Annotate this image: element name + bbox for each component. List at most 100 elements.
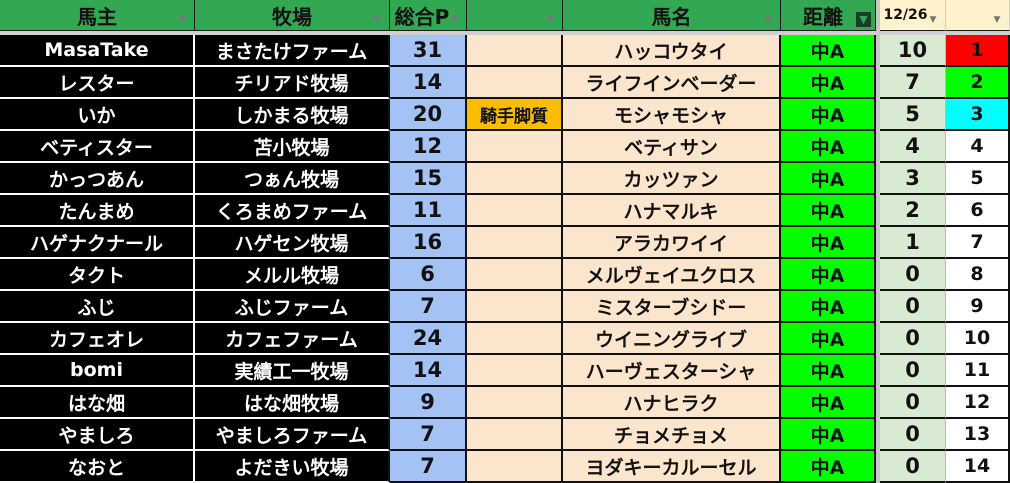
cell-note[interactable] xyxy=(467,67,563,99)
cell-note[interactable] xyxy=(467,451,563,483)
cell-farm[interactable]: まさたけファーム xyxy=(195,35,390,67)
cell-points[interactable]: 9 xyxy=(390,387,467,419)
cell-points[interactable]: 12 xyxy=(390,131,467,163)
cell-points[interactable]: 7 xyxy=(390,419,467,451)
cell-distance[interactable]: 中A xyxy=(781,259,876,291)
filter-icon[interactable]: ▼ xyxy=(993,15,1001,25)
cell-horse[interactable]: ハーヴェスターシャ xyxy=(563,355,781,387)
filter-active-icon[interactable]: ▼ xyxy=(856,12,871,27)
cell-score[interactable]: 2 xyxy=(880,195,946,227)
cell-farm[interactable]: ふじファーム xyxy=(195,291,390,323)
cell-owner[interactable]: カフェオレ xyxy=(0,323,195,355)
header-owner[interactable]: 馬主 ▼ xyxy=(0,0,195,31)
cell-rank[interactable]: 8 xyxy=(946,259,1010,291)
cell-score[interactable]: 0 xyxy=(880,419,946,451)
cell-rank[interactable]: 1 xyxy=(946,35,1010,67)
cell-rank[interactable]: 14 xyxy=(946,451,1010,483)
cell-farm[interactable]: ハゲセン牧場 xyxy=(195,227,390,259)
cell-score[interactable]: 5 xyxy=(880,99,946,131)
header-horse[interactable]: 馬名 ▼ xyxy=(563,0,781,31)
cell-rank[interactable]: 5 xyxy=(946,163,1010,195)
header-note[interactable]: ▼ xyxy=(467,0,563,31)
cell-horse[interactable]: メルヴェイユクロス xyxy=(563,259,781,291)
cell-note[interactable]: 騎手脚質 xyxy=(467,99,563,131)
cell-distance[interactable]: 中A xyxy=(781,195,876,227)
cell-rank[interactable]: 6 xyxy=(946,195,1010,227)
cell-horse[interactable]: ウイニングライブ xyxy=(563,323,781,355)
filter-icon[interactable]: ▼ xyxy=(373,15,381,25)
filter-icon[interactable]: ▼ xyxy=(546,15,554,25)
cell-farm[interactable]: チリアド牧場 xyxy=(195,67,390,99)
cell-horse[interactable]: モシャモシャ xyxy=(563,99,781,131)
cell-score[interactable]: 4 xyxy=(880,131,946,163)
cell-horse[interactable]: ハナマルキ xyxy=(563,195,781,227)
cell-rank[interactable]: 13 xyxy=(946,419,1010,451)
cell-distance[interactable]: 中A xyxy=(781,227,876,259)
cell-note[interactable] xyxy=(467,291,563,323)
cell-note[interactable] xyxy=(467,35,563,67)
cell-rank[interactable]: 7 xyxy=(946,227,1010,259)
filter-icon[interactable]: ▼ xyxy=(450,15,458,25)
filter-icon[interactable]: ▼ xyxy=(178,15,186,25)
cell-rank[interactable]: 10 xyxy=(946,323,1010,355)
cell-distance[interactable]: 中A xyxy=(781,163,876,195)
filter-icon[interactable]: ▼ xyxy=(929,15,937,25)
cell-distance[interactable]: 中A xyxy=(781,99,876,131)
cell-note[interactable] xyxy=(467,355,563,387)
cell-distance[interactable]: 中A xyxy=(781,419,876,451)
cell-farm[interactable]: はな畑牧場 xyxy=(195,387,390,419)
cell-points[interactable]: 7 xyxy=(390,451,467,483)
cell-owner[interactable]: タクト xyxy=(0,259,195,291)
cell-owner[interactable]: はな畑 xyxy=(0,387,195,419)
cell-farm[interactable]: くろまめファーム xyxy=(195,195,390,227)
cell-farm[interactable]: つぁん牧場 xyxy=(195,163,390,195)
cell-score[interactable]: 0 xyxy=(880,291,946,323)
cell-horse[interactable]: ヨダキーカルーセル xyxy=(563,451,781,483)
cell-score[interactable]: 3 xyxy=(880,163,946,195)
cell-points[interactable]: 20 xyxy=(390,99,467,131)
cell-score[interactable]: 7 xyxy=(880,67,946,99)
cell-farm[interactable]: やましろファーム xyxy=(195,419,390,451)
cell-points[interactable]: 24 xyxy=(390,323,467,355)
cell-farm[interactable]: カフェファーム xyxy=(195,323,390,355)
cell-distance[interactable]: 中A xyxy=(781,451,876,483)
cell-note[interactable] xyxy=(467,323,563,355)
cell-owner[interactable]: やましろ xyxy=(0,419,195,451)
cell-distance[interactable]: 中A xyxy=(781,35,876,67)
cell-score[interactable]: 0 xyxy=(880,355,946,387)
cell-owner[interactable]: ふじ xyxy=(0,291,195,323)
cell-points[interactable]: 15 xyxy=(390,163,467,195)
header-distance[interactable]: 距離 ▼ xyxy=(781,0,876,31)
cell-points[interactable]: 7 xyxy=(390,291,467,323)
cell-note[interactable] xyxy=(467,387,563,419)
cell-farm[interactable]: 苫小牧場 xyxy=(195,131,390,163)
header-rank[interactable]: ▼ xyxy=(946,0,1010,31)
cell-farm[interactable]: しかまる牧場 xyxy=(195,99,390,131)
cell-note[interactable] xyxy=(467,195,563,227)
cell-owner[interactable]: なおと xyxy=(0,451,195,483)
cell-horse[interactable]: チョメチョメ xyxy=(563,419,781,451)
cell-distance[interactable]: 中A xyxy=(781,355,876,387)
filter-icon[interactable]: ▼ xyxy=(764,15,772,25)
cell-note[interactable] xyxy=(467,227,563,259)
cell-points[interactable]: 14 xyxy=(390,67,467,99)
cell-distance[interactable]: 中A xyxy=(781,291,876,323)
cell-owner[interactable]: いか xyxy=(0,99,195,131)
cell-owner[interactable]: かっつあん xyxy=(0,163,195,195)
cell-rank[interactable]: 3 xyxy=(946,99,1010,131)
cell-rank[interactable]: 9 xyxy=(946,291,1010,323)
cell-rank[interactable]: 4 xyxy=(946,131,1010,163)
header-farm[interactable]: 牧場 ▼ xyxy=(195,0,390,31)
cell-note[interactable] xyxy=(467,163,563,195)
cell-points[interactable]: 14 xyxy=(390,355,467,387)
cell-score[interactable]: 0 xyxy=(880,451,946,483)
cell-points[interactable]: 16 xyxy=(390,227,467,259)
cell-farm[interactable]: 実績工一牧場 xyxy=(195,355,390,387)
cell-horse[interactable]: カッツァン xyxy=(563,163,781,195)
cell-owner[interactable]: bomi xyxy=(0,355,195,387)
cell-farm[interactable]: よだきい牧場 xyxy=(195,451,390,483)
cell-horse[interactable]: ライフインベーダー xyxy=(563,67,781,99)
cell-horse[interactable]: アラカワイイ xyxy=(563,227,781,259)
cell-horse[interactable]: ハッコウタイ xyxy=(563,35,781,67)
cell-owner[interactable]: レスター xyxy=(0,67,195,99)
